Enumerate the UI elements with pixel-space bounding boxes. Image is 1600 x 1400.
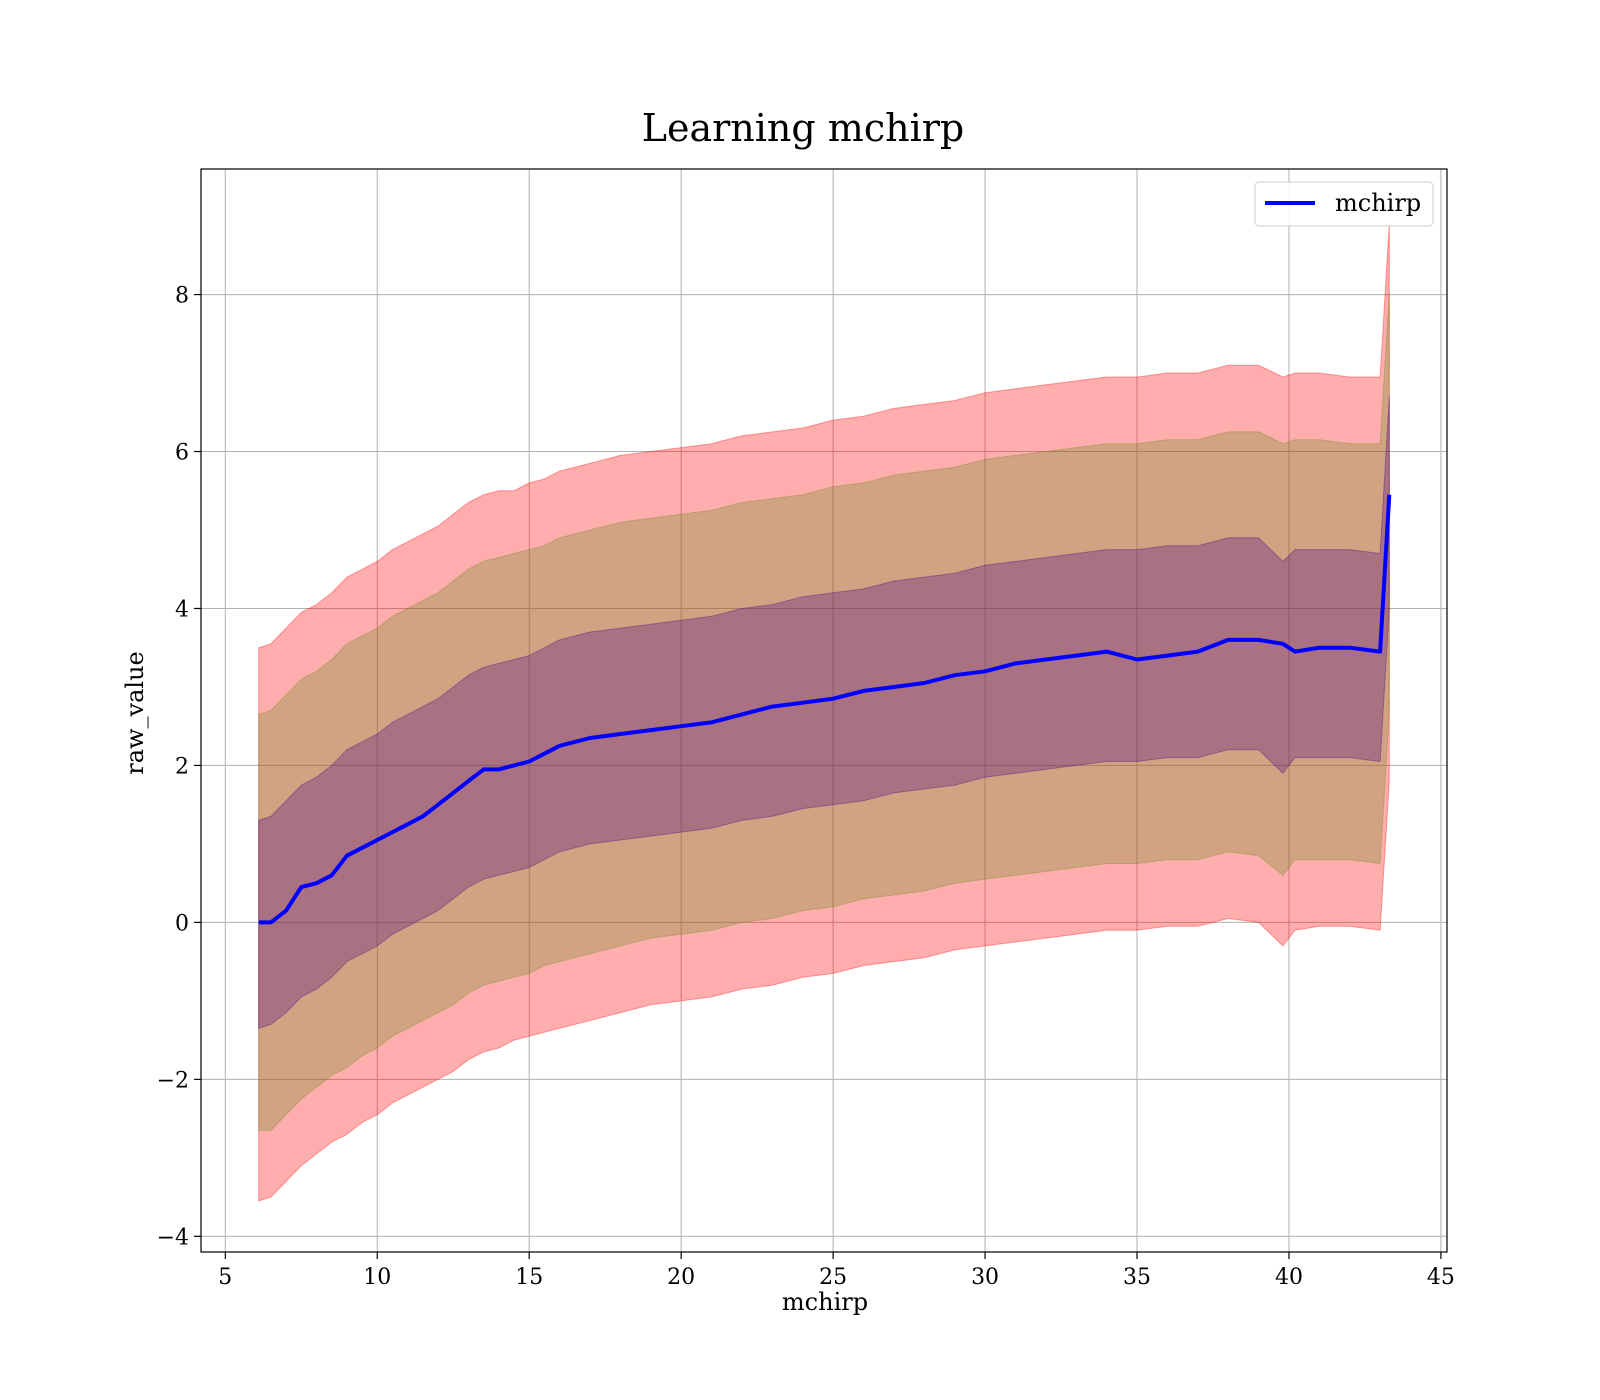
confidence-bands <box>258 223 1390 1202</box>
legend-label: mchirp <box>1335 189 1421 217</box>
axis-ticks: 5 10 15 20 25 30 35 40 45 −4 −2 0 2 4 6 8 <box>157 284 1455 1290</box>
y-tick-label: 2 <box>175 754 189 779</box>
series-line-mchirp <box>258 494 1392 925</box>
band-outer <box>258 223 1390 1202</box>
series-lines <box>258 494 1392 925</box>
y-tick-label: −2 <box>157 1068 189 1093</box>
plot-frame <box>200 168 1448 1253</box>
legend-box <box>1254 181 1434 227</box>
y-tick-label: 8 <box>175 284 189 309</box>
grid <box>201 169 1447 1252</box>
legend: mchirp <box>1254 181 1434 227</box>
y-tick-label: 0 <box>175 911 189 936</box>
band-middle <box>258 294 1390 1131</box>
y-tick-label: −4 <box>157 1225 189 1250</box>
x-tick-label: 20 <box>667 1265 695 1290</box>
x-tick-label: 5 <box>218 1265 232 1290</box>
x-tick-label: 25 <box>819 1265 847 1290</box>
x-axis-label: mchirp <box>782 1288 868 1316</box>
y-axis-label: raw_value <box>121 651 149 775</box>
band-inner <box>258 396 1390 1029</box>
x-tick-label: 30 <box>971 1265 999 1290</box>
x-tick-label: 35 <box>1123 1265 1151 1290</box>
y-tick-label: 6 <box>175 441 189 466</box>
y-tick-label: 4 <box>175 597 189 622</box>
x-tick-label: 15 <box>515 1265 543 1290</box>
chart-title: Learning mchirp <box>642 106 964 150</box>
x-tick-label: 45 <box>1427 1265 1455 1290</box>
x-tick-label: 10 <box>363 1265 391 1290</box>
x-tick-label: 40 <box>1275 1265 1303 1290</box>
